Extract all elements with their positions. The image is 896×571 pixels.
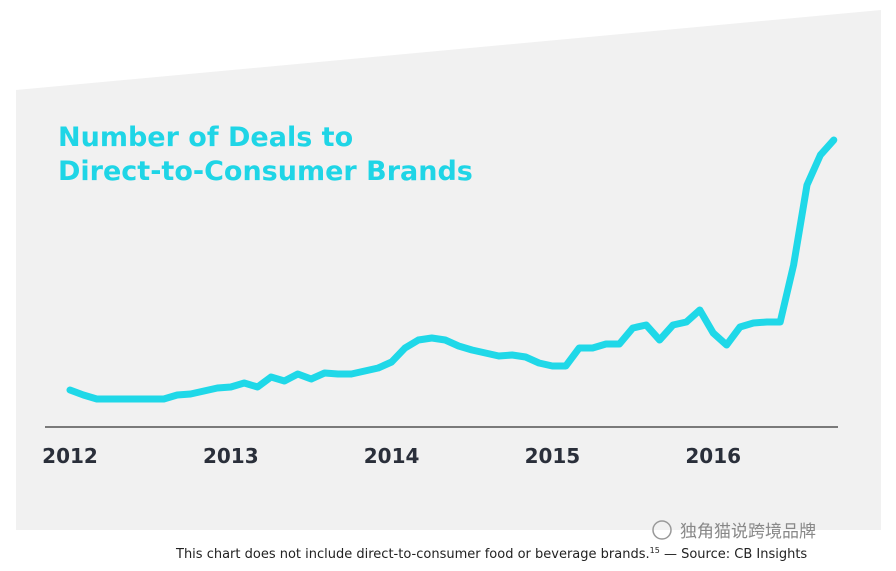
x-tick-label: 2013 bbox=[203, 444, 259, 468]
chart-title: Number of Deals to bbox=[58, 122, 353, 153]
watermark-text: 独角猫说跨境品牌 bbox=[680, 522, 816, 542]
footnote: This chart does not include direct-to-co… bbox=[175, 546, 807, 562]
panel bbox=[16, 10, 881, 530]
x-tick-label: 2016 bbox=[685, 444, 741, 468]
chart-title: Direct-to-Consumer Brands bbox=[58, 156, 473, 187]
watermark: 独角猫说跨境品牌 bbox=[652, 520, 816, 542]
footnote-text: This chart does not include direct-to-co… bbox=[175, 547, 650, 562]
line-series bbox=[66, 136, 838, 403]
footnote-ref: 15 bbox=[650, 546, 660, 555]
watermark-icon bbox=[652, 520, 672, 540]
x-tick-label: 2012 bbox=[42, 444, 98, 468]
x-tick-label: 2014 bbox=[364, 444, 420, 468]
footnote-source: — Source: CB Insights bbox=[660, 547, 808, 562]
x-tick-label: 2015 bbox=[525, 444, 581, 468]
